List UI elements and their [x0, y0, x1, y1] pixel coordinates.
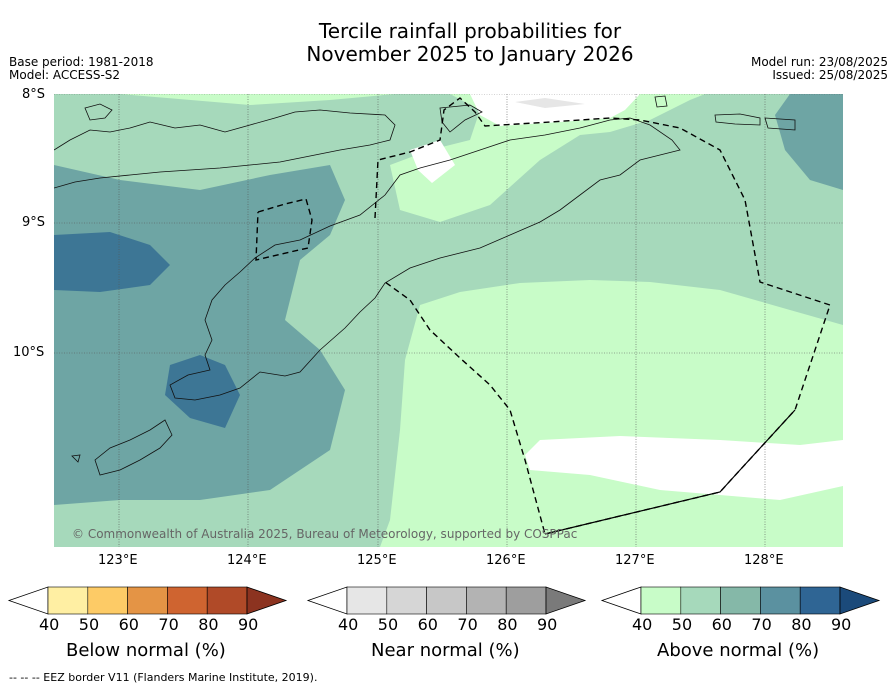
- title-line-2: November 2025 to January 2026: [306, 42, 634, 66]
- colorbar-segment: [505, 586, 547, 615]
- colorbar-segment: [466, 586, 507, 615]
- colorbar-segment: [426, 586, 467, 615]
- colorbar-segment: [799, 586, 841, 615]
- colorbar-segment: [640, 586, 682, 615]
- region-white-north: [470, 94, 640, 126]
- colorbar-segment: [167, 586, 208, 615]
- colorbar-tick-label: 90: [831, 615, 852, 634]
- colorbar-tick-label: 60: [118, 615, 139, 634]
- lat-label-8s: 8°S: [22, 87, 46, 102]
- region-white-small: [410, 140, 455, 183]
- colorbar-above: [600, 586, 881, 615]
- region-above-60-east: [775, 94, 843, 190]
- colorbar-tick-label: 40: [39, 615, 60, 634]
- graticule: [54, 94, 843, 547]
- colorbar-tick-label: 50: [671, 615, 693, 634]
- lat-label-10s: 10°S: [13, 345, 45, 360]
- colorbar-min-extend: [600, 586, 642, 615]
- colorbar-tick-label: 40: [338, 615, 359, 634]
- colorbar-segment: [386, 586, 427, 615]
- colorbar-segment: [206, 586, 248, 615]
- colorbar-near: [306, 586, 587, 615]
- lon-label-124e: 124°E: [227, 553, 267, 568]
- colorbar-tick-label: 80: [497, 615, 518, 634]
- colorbar-tick-label: 40: [632, 615, 653, 634]
- colorbar-tick-label: 50: [377, 615, 399, 634]
- colorbar-segment: [760, 586, 801, 615]
- title-line-1: Tercile rainfall probabilities for: [318, 19, 622, 43]
- colorbar-min-extend: [306, 586, 348, 615]
- colorbar-max-extend: [246, 586, 288, 615]
- issued-text: Issued: 25/08/2025: [772, 68, 888, 82]
- colorbar-near-title: Near normal (%): [371, 640, 520, 661]
- lat-label-9s: 9°S: [22, 215, 46, 230]
- colorbar-above-title: Above normal (%): [657, 640, 820, 661]
- lon-label-123e: 123°E: [98, 553, 138, 568]
- colorbar-min-extend: [7, 586, 49, 615]
- region-above-70-timor: [165, 355, 240, 428]
- colorbar-tick-label: 80: [198, 615, 219, 634]
- colorbar-tick-label: 60: [417, 615, 438, 634]
- colorbar-segment: [346, 586, 388, 615]
- base-period-text: Base period: 1981-2018: [9, 55, 154, 69]
- colorbar-tick-label: 50: [78, 615, 100, 634]
- model-text: Model: ACCESS-S2: [9, 68, 121, 82]
- colorbar-max-extend: [839, 586, 881, 615]
- colorbar-tick-label: 70: [751, 615, 772, 634]
- model-run-text: Model run: 23/08/2025: [750, 55, 888, 69]
- region-above-70-west: [54, 232, 170, 292]
- lon-label-126e: 126°E: [486, 553, 526, 568]
- colorbar-tick-label: 70: [457, 615, 478, 634]
- footnote: -- -- -- EEZ border V11 (Flanders Marine…: [9, 671, 318, 684]
- map-title: Tercile rainfall probabilities for Novem…: [0, 20, 896, 66]
- coastlines: [54, 95, 796, 476]
- meta-right: Model run: 23/08/2025 Issued: 25/08/2025: [751, 56, 888, 82]
- colorbar-segment: [680, 586, 721, 615]
- lon-label-125e: 125°E: [357, 553, 397, 568]
- lon-label-127e: 127°E: [615, 553, 655, 568]
- region-near-grey: [515, 98, 585, 108]
- colorbar-below-title: Below normal (%): [66, 640, 226, 661]
- colorbar-tick-label: 70: [158, 615, 179, 634]
- colorbar-segment: [87, 586, 128, 615]
- lon-label-128e: 128°E: [744, 553, 784, 568]
- colorbar-max-extend: [545, 586, 587, 615]
- colorbar-tick-label: 60: [711, 615, 732, 634]
- eez-solid-segment: [544, 409, 796, 535]
- copyright-text: © Commonwealth of Australia 2025, Bureau…: [72, 527, 577, 541]
- meta-left: Base period: 1981-2018 Model: ACCESS-S2: [9, 56, 154, 82]
- colorbar-segment: [127, 586, 168, 615]
- colorbar-segment: [47, 586, 89, 615]
- colorbar-below: [7, 586, 288, 615]
- colorbar-segment: [720, 586, 761, 615]
- eez-border: [255, 97, 831, 535]
- region-white-south: [525, 436, 843, 500]
- region-above-60: [54, 165, 345, 505]
- colorbar-tick-label: 80: [791, 615, 812, 634]
- colorbar-tick-label: 90: [537, 615, 558, 634]
- colorbar-tick-label: 90: [238, 615, 259, 634]
